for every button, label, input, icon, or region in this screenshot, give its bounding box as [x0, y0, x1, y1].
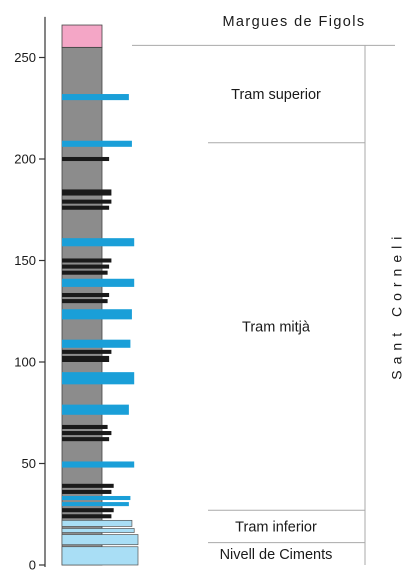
column-layer — [62, 508, 114, 513]
column-layer — [62, 94, 129, 101]
member-label: Nivell de Ciments — [220, 547, 333, 563]
column-layer — [62, 489, 112, 494]
column-layer — [62, 199, 112, 204]
column-layer — [62, 437, 110, 442]
layer-group — [61, 94, 139, 566]
column-layer — [61, 546, 139, 566]
column-layer — [62, 339, 131, 348]
column-layer — [62, 514, 112, 519]
member-group: Nivell de Ciments Tram inferior Tram mitjà… — [208, 87, 365, 563]
column-layer — [62, 205, 110, 210]
column-layer — [62, 483, 114, 488]
member-label: Tram superior — [231, 87, 321, 103]
column-layer — [62, 495, 131, 501]
column-layer — [62, 189, 112, 196]
column-layer — [62, 299, 108, 304]
top-unit-label: Margues de Figols — [222, 14, 365, 30]
column-layer — [62, 156, 110, 162]
column-layer — [62, 278, 135, 287]
column-layer — [62, 461, 135, 468]
lithostratigraphic-units: Margues de Figols Sant Corneli Nivell de… — [132, 14, 405, 565]
column-layer — [62, 264, 110, 269]
column-layer — [62, 431, 112, 436]
column-layer — [62, 238, 135, 247]
column-layer — [62, 502, 129, 507]
column-layer — [62, 404, 129, 415]
axis-tick-label: 50 — [22, 456, 36, 471]
axis-tick-label: 250 — [14, 50, 36, 65]
column-layer — [61, 528, 135, 533]
column-layer — [62, 349, 112, 354]
column-cap-layer — [61, 24, 103, 48]
column-layer — [62, 372, 135, 385]
column-layer — [62, 355, 110, 362]
column-layer — [62, 140, 132, 147]
column-layer — [62, 292, 110, 298]
column-layer — [62, 424, 108, 429]
column-layer — [61, 519, 133, 527]
axis-tick-label: 200 — [14, 152, 36, 167]
axis-tick-label: 150 — [14, 253, 36, 268]
formation-label: Sant Corneli — [389, 231, 405, 380]
member-label: Tram inferior — [235, 519, 317, 535]
column-layer — [61, 534, 139, 546]
member-label: Tram mitjà — [242, 319, 311, 335]
column-layer — [62, 270, 108, 275]
axis-tick-label: 100 — [14, 355, 36, 370]
column-layer — [62, 258, 112, 263]
axis-tick-label: 0 — [29, 558, 36, 572]
depth-axis: 0 50 100 150 200 250 — [14, 16, 46, 572]
stratigraphic-column — [61, 24, 139, 566]
column-layer — [62, 309, 132, 320]
